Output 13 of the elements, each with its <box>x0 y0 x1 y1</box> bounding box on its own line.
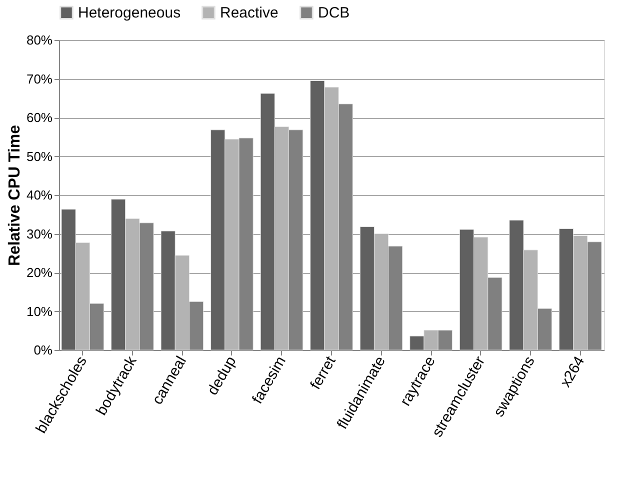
y-tick-label: 60% <box>26 110 53 125</box>
y-tick-label: 50% <box>26 148 53 164</box>
y-tick-label: 10% <box>26 304 53 319</box>
y-tick-label: 0% <box>34 342 53 358</box>
y-tick-label: 70% <box>26 71 53 86</box>
y-tick-label: 30% <box>26 226 53 242</box>
y-tick-label: 20% <box>26 265 53 280</box>
legend-label: Heterogeneous <box>78 4 181 22</box>
y-axis-title: Relative CPU Time <box>6 124 24 266</box>
legend-label: Reactive <box>220 4 278 22</box>
legend-label: DCB <box>318 4 350 22</box>
y-tick-label: 40% <box>26 188 53 202</box>
y-tick-label: 80% <box>26 32 53 48</box>
